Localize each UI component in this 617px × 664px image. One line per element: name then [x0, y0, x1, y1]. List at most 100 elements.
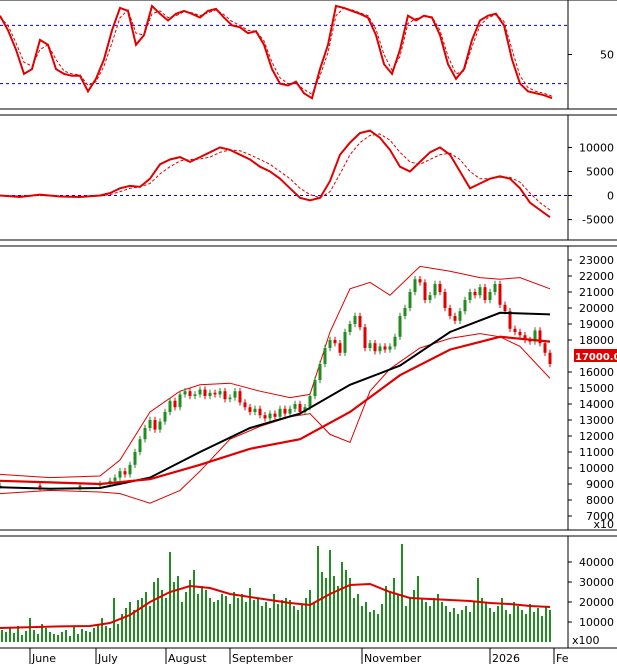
- volume-bar: [249, 588, 251, 642]
- candle-body: [378, 346, 382, 352]
- volume-bar: [501, 598, 503, 642]
- volume-bar: [101, 618, 103, 642]
- tick-label: 23000: [579, 254, 614, 267]
- volume-bar: [429, 606, 431, 642]
- volume-bar: [57, 635, 59, 642]
- candle-body: [343, 332, 347, 353]
- volume-bar: [529, 604, 531, 642]
- volume-bar: [105, 626, 107, 642]
- tick-label: 10000: [579, 462, 614, 475]
- candle-body: [213, 392, 217, 395]
- volume-bar: [269, 608, 271, 642]
- volume-bar: [277, 604, 279, 642]
- price-unit-label: x10: [593, 518, 614, 531]
- candle-body: [538, 330, 542, 344]
- volume-bar: [401, 544, 403, 642]
- volume-bar: [37, 634, 39, 642]
- volume-bar: [77, 634, 79, 642]
- candle-body: [413, 279, 417, 292]
- candle-body: [258, 408, 262, 416]
- volume-bar: [125, 608, 127, 642]
- candle-body: [183, 391, 187, 395]
- time-axis: June July August September November 2026 Fe: [0, 647, 617, 664]
- volume-bar: [505, 610, 507, 642]
- volume-bar: [385, 586, 387, 642]
- volume-bar: [389, 592, 391, 642]
- tick-label: 12000: [579, 430, 614, 443]
- candle-body: [398, 316, 402, 337]
- volume-bar: [233, 592, 235, 642]
- candle-body: [458, 311, 462, 321]
- volume-bar: [517, 606, 519, 642]
- volume-bar: [377, 614, 379, 642]
- candle-body: [423, 282, 427, 300]
- tick-label: 20000: [579, 302, 614, 315]
- candle-body: [273, 413, 277, 417]
- volume-bar: [129, 602, 131, 642]
- volume-bar: [361, 606, 363, 642]
- candle-body: [248, 407, 252, 412]
- candle-body: [288, 408, 292, 414]
- candle-body: [293, 404, 297, 409]
- volume-bar: [237, 598, 239, 642]
- candle-body: [463, 300, 467, 312]
- tick-label: 11000: [579, 446, 614, 459]
- volume-bar: [93, 628, 95, 642]
- volume-bar: [365, 602, 367, 642]
- volume-bar: [457, 614, 459, 642]
- candle-body: [353, 316, 357, 324]
- volume-bar: [433, 598, 435, 642]
- candle-body: [508, 311, 512, 329]
- volume-bar: [309, 590, 311, 642]
- candle-body: [78, 485, 82, 488]
- candle-body: [188, 391, 192, 396]
- candle-body: [383, 346, 387, 350]
- candle-body: [128, 464, 132, 475]
- volume-bar: [525, 614, 527, 642]
- volume-bar: [197, 594, 199, 642]
- volume-bar: [285, 598, 287, 642]
- volume-bar: [245, 602, 247, 642]
- volume-bar: [193, 570, 195, 642]
- tick-label: 15000: [579, 382, 614, 395]
- volume-bar: [265, 602, 267, 642]
- candle-body: [158, 421, 162, 430]
- last-price-badge: [574, 349, 617, 362]
- candle-body: [418, 279, 422, 283]
- volume-bar: [521, 610, 523, 642]
- candle-body: [393, 336, 397, 347]
- candle-body: [338, 343, 342, 353]
- volume-bar: [353, 598, 355, 642]
- volume-bar: [161, 590, 163, 642]
- candle-body: [498, 284, 502, 305]
- volume-bar: [437, 594, 439, 642]
- tick-label: 30000: [579, 576, 614, 589]
- volume-bar: [485, 602, 487, 642]
- candle-body: [513, 328, 517, 332]
- volume-bar: [509, 614, 511, 642]
- candle-body: [278, 408, 282, 417]
- volume-bar: [461, 610, 463, 642]
- candle-body: [143, 428, 147, 440]
- volume-bar: [489, 608, 491, 642]
- volume-bar: [21, 635, 23, 642]
- last-price-label: 17000.0: [575, 352, 617, 363]
- month-label: September: [232, 652, 293, 664]
- candle-body: [133, 452, 137, 465]
- volume-bar: [1, 630, 3, 642]
- tick-label: 19000: [579, 318, 614, 331]
- tick-label: 0: [607, 190, 614, 203]
- candle-body: [223, 391, 227, 400]
- volume-bar: [41, 624, 43, 642]
- candle-body: [403, 308, 407, 316]
- candle-body: [173, 400, 177, 408]
- month-label: Fe: [556, 652, 569, 664]
- volume-bar: [69, 636, 71, 642]
- candle-body: [433, 284, 437, 296]
- volume-bar: [149, 606, 151, 642]
- volume-bar: [169, 552, 171, 642]
- candle-body: [448, 308, 452, 316]
- candle-body: [268, 413, 272, 419]
- macd-panel: 10000 5000 0 -5000: [0, 114, 617, 241]
- candle-body: [358, 316, 362, 328]
